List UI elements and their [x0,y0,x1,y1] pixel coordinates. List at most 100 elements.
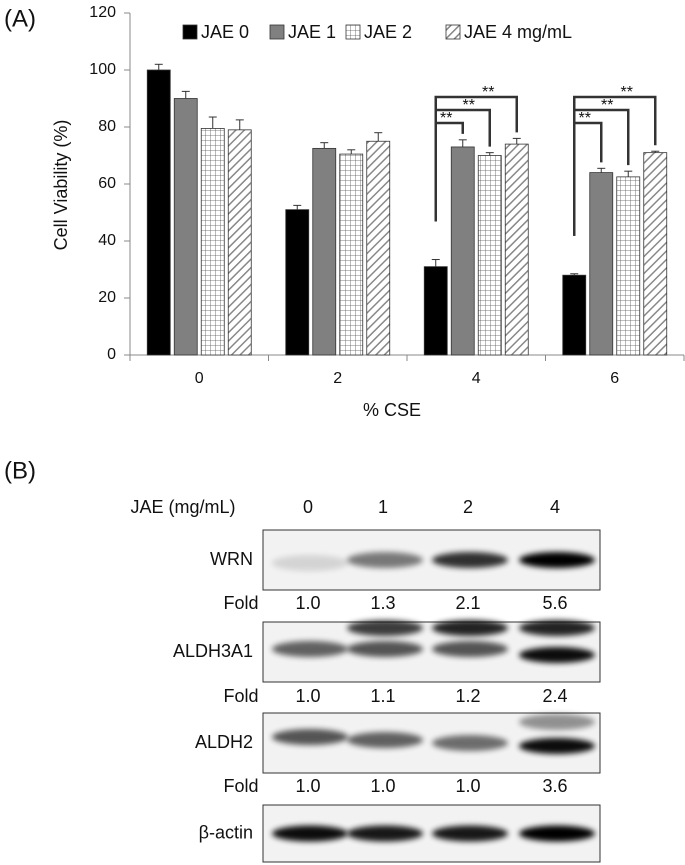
legend-swatch [269,24,285,40]
panel-label: (A) [4,5,36,32]
bar [616,176,641,356]
blot-band [519,825,595,842]
lane-header: JAE (mg/mL) [130,497,235,517]
fold-label: Fold [223,593,258,613]
fold-value: 1.3 [370,593,395,613]
legend-swatch [445,24,461,40]
western-blot: 0 1 2 4 WRN Fold 1.0 1.3 2.1 5.6 ALDH3A1 Fold 1.0 1.1… [173,497,601,863]
blot-band [432,825,508,842]
blot-band [272,555,348,571]
error-bar [570,273,579,276]
x-tick-label: 0 [195,370,204,387]
bar [312,147,337,356]
bar [477,155,502,356]
significance-bracket [434,95,518,222]
significance-label: ** [440,110,452,127]
fold-value: 1.0 [295,593,320,613]
fold-value: 5.6 [542,593,567,613]
error-bar [458,139,467,147]
blot-band [519,647,595,663]
y-axis-title: Cell Viability (%) [51,120,71,251]
blot-band [347,620,423,636]
bar [366,140,391,356]
bar [450,146,475,356]
y-tick-label: 0 [107,346,116,363]
fold-value: 1.0 [455,776,480,796]
blot-band [272,729,348,745]
blot-label: ALDH2 [195,732,253,752]
bar [423,266,448,356]
blot-band [272,825,348,842]
y-tick-label: 40 [98,232,116,249]
significance-label: ** [482,84,494,101]
lane-label: 2 [463,497,473,517]
bar [562,274,587,356]
blot-band [272,641,348,657]
blot-band [432,620,508,636]
bar [339,153,364,356]
error-bar [154,63,163,70]
significance-label: ** [621,84,633,101]
bar [589,172,614,356]
blot-label: WRN [210,549,253,569]
blot-band [519,738,595,754]
y-tick-label: 20 [98,289,116,306]
lane-label: 1 [378,497,388,517]
error-bar [597,167,606,173]
blot-band [519,714,595,730]
error-bar [293,204,302,210]
blot-band [432,641,508,657]
fold-value: 3.6 [542,776,567,796]
legend-label: JAE 2 [364,22,412,42]
y-tick-label: 100 [89,61,116,78]
error-bar [374,132,383,142]
error-bar [431,259,440,267]
lane-label: 4 [550,497,560,517]
lane-label: 0 [303,497,313,517]
fold-value: 1.0 [295,776,320,796]
x-tick-label: 2 [333,370,342,387]
bar [504,143,529,356]
legend-label: JAE 1 [288,22,336,42]
error-bar [320,142,329,149]
blot-band [347,641,423,657]
legend-swatch [182,24,198,40]
error-bar [181,90,190,99]
error-bar [485,152,494,156]
bar [285,209,310,356]
blot-band [519,620,595,636]
fold-value: 2.1 [455,593,480,613]
significance-label: ** [579,110,591,127]
error-bar [624,170,633,177]
blot-band [432,552,508,568]
blot-band [347,825,423,842]
y-tick-label: 120 [89,4,116,21]
blot-label: ALDH3A1 [173,641,253,661]
significance-label: ** [463,97,475,114]
significance-bracket [573,95,657,236]
fold-value: 1.1 [370,686,395,706]
fold-value: 1.0 [295,686,320,706]
fold-value: 1.2 [455,686,480,706]
bar [146,69,171,356]
error-bar [208,116,217,129]
blot-band [347,732,423,748]
x-tick-label: 4 [472,370,481,387]
blot-band [519,552,595,568]
fold-label: Fold [223,776,258,796]
y-tick-label: 60 [98,175,116,192]
fold-label: Fold [223,686,258,706]
significance-label: ** [601,97,613,114]
bar [643,152,668,356]
bar [173,98,198,356]
blot-band [432,735,508,751]
blot-label: β-actin [199,822,253,842]
legend-label: JAE 0 [201,22,249,42]
fold-value: 2.4 [542,686,567,706]
error-bar [347,149,356,155]
error-bar [512,137,521,145]
legend-label: JAE 4 mg/mL [464,22,572,42]
x-axis-title: % CSE [363,400,421,420]
